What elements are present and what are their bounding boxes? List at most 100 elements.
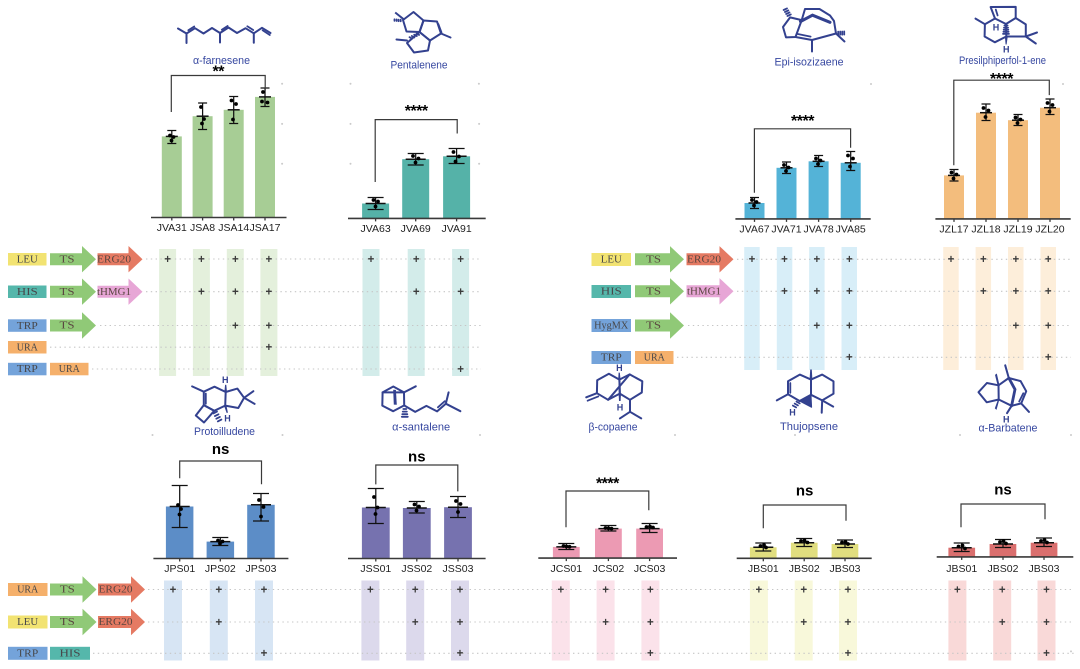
svg-text:+: +: [266, 287, 273, 299]
svg-text:TS: TS: [60, 254, 75, 265]
svg-text:JSS03: JSS03: [443, 563, 474, 575]
svg-text:+: +: [1043, 617, 1050, 629]
svg-text:H: H: [1003, 45, 1010, 55]
svg-text:+: +: [412, 584, 419, 596]
svg-text:+: +: [1045, 286, 1052, 298]
svg-text:α-Barbatene: α-Barbatene: [979, 423, 1038, 435]
svg-text:TS: TS: [646, 255, 661, 266]
svg-text:TRP: TRP: [17, 649, 38, 660]
svg-text:TS: TS: [60, 585, 75, 596]
svg-text:+: +: [948, 254, 955, 266]
svg-text:URA: URA: [644, 353, 666, 364]
svg-text:+: +: [800, 617, 807, 629]
svg-text:α-farnesene: α-farnesene: [193, 55, 250, 67]
svg-text:+: +: [367, 584, 374, 596]
svg-text:Presilphiperfol-1-ene: Presilphiperfol-1-ene: [959, 55, 1046, 67]
svg-text:+: +: [215, 617, 222, 629]
svg-text:HIS: HIS: [601, 287, 622, 298]
svg-text:β-copaene: β-copaene: [589, 422, 638, 434]
svg-text:JCS03: JCS03: [634, 563, 666, 575]
svg-text:+: +: [602, 584, 609, 596]
svg-text:TS: TS: [646, 287, 661, 298]
svg-text:+: +: [261, 584, 268, 596]
svg-text:+: +: [1045, 352, 1052, 364]
svg-text:JBS01: JBS01: [946, 563, 977, 575]
svg-text:+: +: [980, 254, 987, 266]
svg-text:JZL18: JZL18: [971, 223, 1000, 235]
svg-text:+: +: [1045, 320, 1052, 332]
svg-text:+: +: [845, 648, 852, 660]
svg-text:TS: TS: [60, 321, 75, 332]
svg-text:+: +: [266, 342, 273, 354]
svg-text:+: +: [368, 254, 375, 266]
svg-text:JVA31: JVA31: [157, 222, 187, 234]
svg-text:+: +: [647, 584, 654, 596]
svg-text:H: H: [616, 363, 623, 373]
svg-text:TS: TS: [646, 321, 661, 332]
svg-text:tHMG1: tHMG1: [687, 287, 721, 298]
svg-text:+: +: [846, 352, 853, 364]
svg-text:****: ****: [791, 113, 815, 130]
svg-text:JVA85: JVA85: [836, 223, 866, 235]
svg-text:+: +: [457, 617, 464, 629]
svg-text:α-santalene: α-santalene: [392, 422, 450, 434]
svg-text:ERG20: ERG20: [97, 254, 131, 265]
svg-text:Epi-isozizaene: Epi-isozizaene: [775, 57, 844, 69]
svg-text:JZL17: JZL17: [939, 223, 968, 235]
svg-text:+: +: [1012, 286, 1019, 298]
svg-text:+: +: [412, 617, 419, 629]
svg-text:Protoilludene: Protoilludene: [194, 426, 255, 438]
svg-text:+: +: [164, 254, 171, 266]
svg-text:+: +: [457, 287, 464, 299]
svg-text:HIS: HIS: [17, 287, 38, 298]
svg-text:HIS: HIS: [60, 649, 81, 660]
svg-text:ns: ns: [408, 449, 426, 466]
svg-text:+: +: [457, 648, 464, 660]
svg-text:+: +: [1043, 648, 1050, 660]
svg-text:+: +: [999, 617, 1006, 629]
svg-text:+: +: [1012, 320, 1019, 332]
svg-text:+: +: [198, 287, 205, 299]
svg-text:H: H: [789, 408, 796, 418]
svg-text:+: +: [232, 254, 239, 266]
svg-text:JBS02: JBS02: [789, 563, 820, 575]
svg-text:+: +: [457, 584, 464, 596]
svg-text:+: +: [170, 584, 177, 596]
svg-text:JCS02: JCS02: [593, 563, 625, 575]
svg-text:+: +: [814, 254, 821, 266]
svg-text:+: +: [413, 287, 420, 299]
svg-text:H: H: [617, 403, 624, 413]
svg-text:TRP: TRP: [17, 364, 38, 375]
svg-text:JSA8: JSA8: [190, 222, 215, 234]
svg-text:+: +: [266, 320, 273, 332]
svg-text:+: +: [457, 254, 464, 266]
svg-text:JVA91: JVA91: [442, 223, 472, 235]
svg-text:+: +: [999, 584, 1006, 596]
svg-text:JSS01: JSS01: [360, 563, 391, 575]
svg-text:+: +: [602, 617, 609, 629]
svg-text:+: +: [261, 648, 268, 660]
svg-text:TS: TS: [60, 287, 75, 298]
svg-text:JBS03: JBS03: [830, 563, 861, 575]
svg-text:+: +: [845, 617, 852, 629]
svg-text:+: +: [266, 254, 273, 266]
svg-text:+: +: [215, 584, 222, 596]
svg-text:JVA63: JVA63: [361, 223, 391, 235]
svg-text:ERG20: ERG20: [99, 617, 133, 628]
svg-text:JBS01: JBS01: [748, 563, 779, 575]
svg-text:+: +: [954, 584, 961, 596]
svg-text:JPS03: JPS03: [246, 563, 277, 575]
svg-text:+: +: [198, 254, 205, 266]
svg-text:ns: ns: [796, 483, 814, 500]
svg-text:+: +: [1043, 584, 1050, 596]
svg-text:+: +: [1045, 254, 1052, 266]
svg-text:JBS03: JBS03: [1029, 563, 1060, 575]
svg-text:+: +: [647, 617, 654, 629]
svg-text:JCS01: JCS01: [551, 563, 583, 575]
svg-text:JVA67: JVA67: [739, 223, 769, 235]
svg-text:JSA17: JSA17: [250, 222, 281, 234]
svg-text:LEU: LEU: [601, 255, 623, 266]
svg-text:JPS01: JPS01: [164, 563, 195, 575]
svg-text:+: +: [749, 254, 756, 266]
svg-text:+: +: [557, 584, 564, 596]
